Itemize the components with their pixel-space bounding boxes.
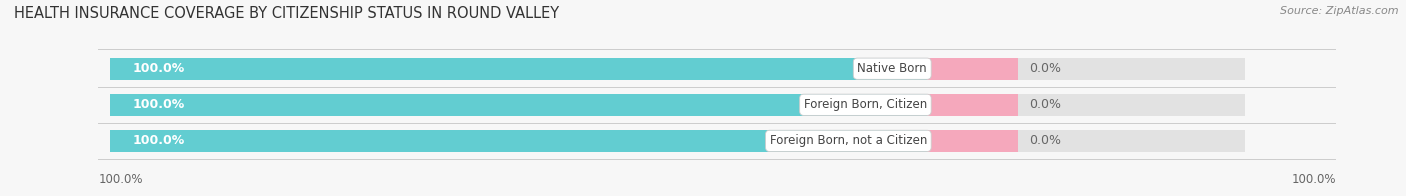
Text: 0.0%: 0.0% <box>1029 98 1062 111</box>
Text: 100.0%: 100.0% <box>1291 173 1336 186</box>
Text: 100.0%: 100.0% <box>132 62 184 75</box>
Bar <box>110 94 1244 116</box>
Text: 100.0%: 100.0% <box>98 173 143 186</box>
Bar <box>110 58 927 80</box>
Text: 100.0%: 100.0% <box>132 134 184 147</box>
Bar <box>927 130 1018 152</box>
Text: Native Born: Native Born <box>858 62 927 75</box>
Text: 100.0%: 100.0% <box>132 98 184 111</box>
Text: 0.0%: 0.0% <box>1029 134 1062 147</box>
Text: Source: ZipAtlas.com: Source: ZipAtlas.com <box>1281 6 1399 16</box>
Bar <box>110 130 1244 152</box>
Bar <box>110 130 927 152</box>
Bar <box>110 94 927 116</box>
Text: Foreign Born, Citizen: Foreign Born, Citizen <box>804 98 927 111</box>
Bar <box>927 58 1018 80</box>
Text: HEALTH INSURANCE COVERAGE BY CITIZENSHIP STATUS IN ROUND VALLEY: HEALTH INSURANCE COVERAGE BY CITIZENSHIP… <box>14 6 560 21</box>
Bar <box>110 58 1244 80</box>
Text: 0.0%: 0.0% <box>1029 62 1062 75</box>
Text: Foreign Born, not a Citizen: Foreign Born, not a Citizen <box>769 134 927 147</box>
Bar <box>927 94 1018 116</box>
